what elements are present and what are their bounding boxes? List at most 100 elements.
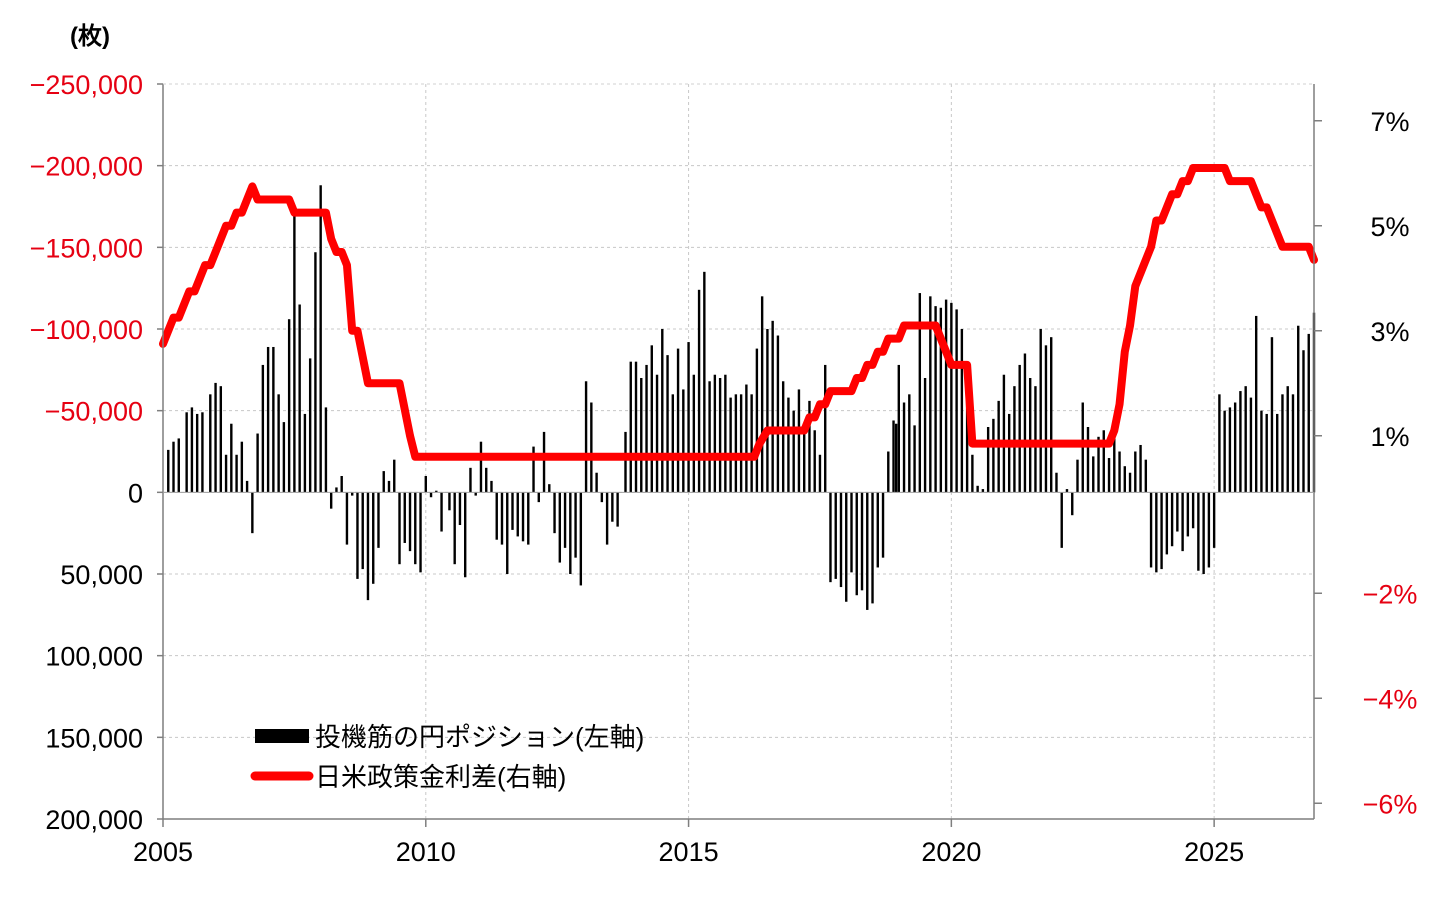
bar (345, 492, 349, 545)
left-tick-label: −200,000 (30, 152, 143, 182)
bar (516, 492, 519, 537)
bar (766, 329, 769, 493)
bar (1113, 427, 1116, 493)
rate-spread-line (159, 164, 1318, 461)
bar (605, 492, 609, 545)
bar (894, 423, 898, 493)
bar (600, 492, 604, 503)
bar (755, 348, 759, 493)
bar (897, 364, 900, 493)
left-tick-label: 0 (128, 478, 143, 508)
bar (190, 407, 194, 493)
bar (382, 471, 385, 493)
bar (1260, 410, 1263, 493)
bar (1276, 413, 1279, 493)
bar (913, 425, 916, 493)
bar (739, 394, 743, 493)
bar (918, 293, 922, 493)
left-tick-label: −250,000 (30, 70, 143, 100)
bar (934, 306, 937, 493)
bar (393, 459, 396, 493)
bar (469, 467, 472, 493)
bar (824, 364, 827, 493)
bar (1191, 492, 1195, 529)
bar (495, 492, 498, 540)
bar (1076, 459, 1079, 493)
bar (624, 431, 627, 493)
bar (1254, 315, 1258, 493)
bar (829, 492, 832, 583)
left-tick-label: 150,000 (45, 723, 143, 753)
bar (1197, 492, 1200, 571)
bar (553, 492, 556, 534)
bar (666, 355, 669, 493)
bar (1202, 492, 1205, 574)
bar (167, 449, 170, 493)
bar (992, 418, 995, 493)
bar (240, 441, 244, 493)
bar (474, 492, 477, 496)
bar (595, 472, 598, 493)
bar (440, 492, 443, 532)
bar (797, 389, 801, 493)
bar (1149, 492, 1153, 568)
bar (429, 492, 433, 498)
bar (1233, 402, 1237, 493)
bar (986, 427, 990, 493)
bar (1118, 451, 1121, 493)
bar (537, 492, 540, 503)
bar (1160, 492, 1163, 570)
bar (661, 329, 664, 493)
bar (866, 492, 869, 610)
bar (745, 384, 748, 493)
bar (1007, 413, 1011, 493)
bar (303, 413, 307, 493)
bar (558, 492, 562, 563)
bar (511, 492, 514, 530)
bar (372, 492, 375, 584)
bar (351, 492, 354, 496)
bar (458, 492, 462, 525)
bar (361, 492, 364, 570)
bar (261, 364, 265, 493)
bar (1086, 427, 1090, 493)
bar (976, 485, 979, 493)
bar (645, 364, 648, 493)
bar (850, 492, 853, 573)
bar (245, 480, 249, 493)
bar (1034, 386, 1037, 493)
right-tick-label: −4% (1363, 684, 1418, 714)
x-tick-label: 2020 (921, 837, 981, 867)
bar (640, 378, 643, 493)
bar (590, 402, 593, 493)
bar (324, 407, 328, 493)
bar (356, 492, 359, 579)
bar (548, 484, 551, 493)
bar (750, 394, 753, 493)
bar (366, 492, 370, 601)
bar (424, 476, 427, 493)
bar (282, 422, 286, 493)
legend-label-line: 日米政策金利差(右軸) (315, 762, 566, 792)
bar (521, 492, 525, 542)
bar (1302, 350, 1305, 493)
bar (971, 454, 974, 493)
bar (1297, 325, 1300, 493)
bar (1181, 492, 1184, 552)
bar (724, 374, 727, 493)
bar (965, 381, 969, 493)
bar (860, 492, 864, 591)
bar (532, 446, 535, 493)
bar (1223, 410, 1226, 493)
bar (527, 492, 530, 545)
bar (403, 492, 406, 543)
bar (201, 412, 204, 493)
bar (981, 489, 985, 493)
bar (760, 296, 764, 493)
x-tick-label: 2010 (396, 837, 456, 867)
bar (235, 454, 238, 493)
bar (887, 451, 890, 493)
bar (1039, 329, 1042, 493)
bar (1055, 472, 1058, 493)
